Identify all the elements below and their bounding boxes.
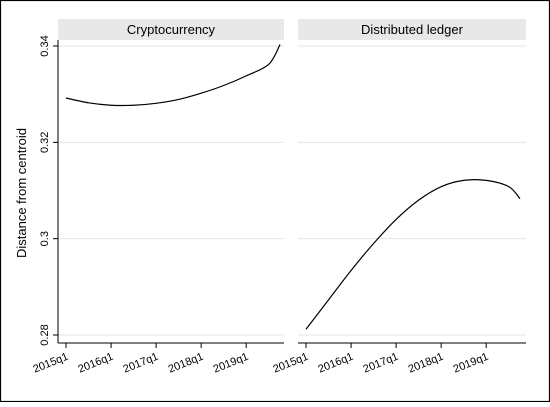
panel-2-gridlines xyxy=(298,45,526,336)
y-tick-label-3: 0.34 xyxy=(39,35,51,56)
panel-1-y-ticks: 0.28 0.3 0.32 0.34 xyxy=(39,35,58,346)
y-tick-label-1: 0.3 xyxy=(39,231,51,246)
panel-2-series-line xyxy=(305,179,521,330)
y-tick-label-2: 0.32 xyxy=(39,132,51,153)
panel-2-title: Distributed ledger xyxy=(361,22,464,37)
panel-1-series-line xyxy=(65,44,281,107)
panel-1-title: Cryptocurrency xyxy=(127,22,216,37)
y-axis-label: Distance from centroid xyxy=(14,128,29,258)
panel-1-gridlines xyxy=(58,45,284,336)
panel-1-header xyxy=(58,19,284,40)
panel-2-header xyxy=(298,19,526,40)
y-tick-label-0: 0.28 xyxy=(39,324,51,345)
